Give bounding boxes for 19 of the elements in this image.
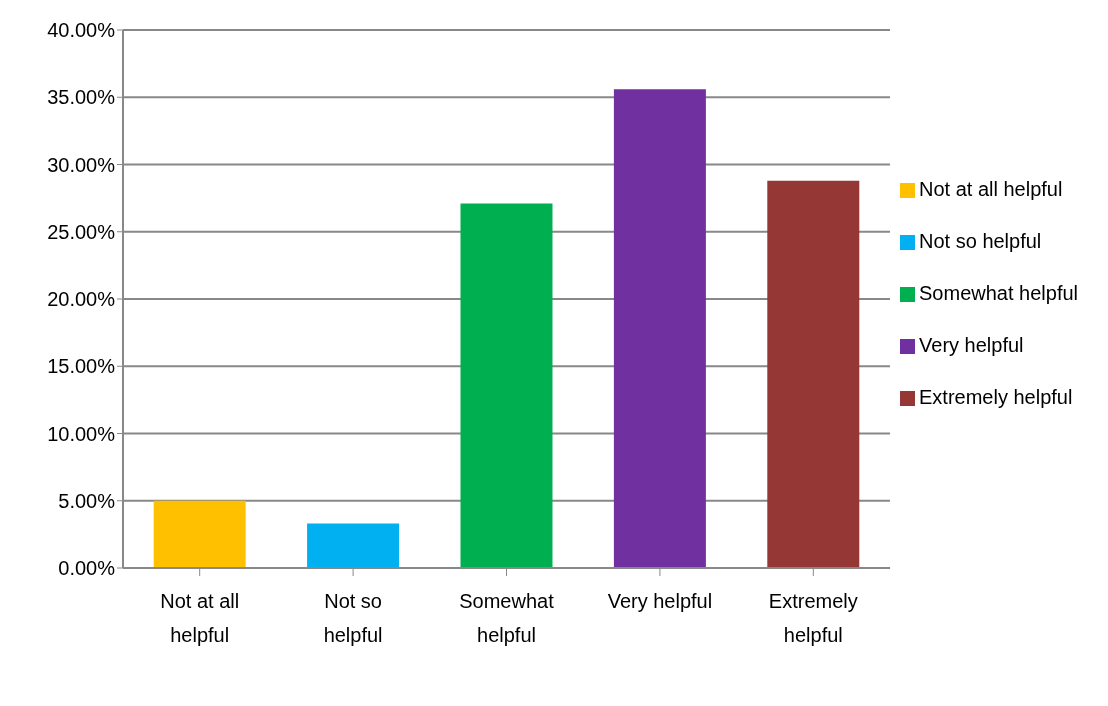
y-tick-label: 15.00%: [47, 355, 116, 378]
x-tick-label: Not at all helpful: [160, 590, 240, 646]
legend-label: Very helpful: [919, 334, 1024, 356]
y-tick-label: 5.00%: [58, 489, 116, 512]
y-tick-label: 10.00%: [47, 422, 116, 445]
x-tick-label: Somewhat helpful: [459, 590, 555, 646]
legend-label: Not at all helpful: [919, 178, 1063, 200]
x-tick-label: Not so helpful: [323, 590, 383, 646]
y-tick-label: 20.00%: [47, 288, 116, 311]
x-tick-label: Extremely helpful: [768, 590, 858, 646]
x-tick-label: Very helpful: [607, 590, 713, 612]
legend-label: Not so helpful: [919, 230, 1042, 252]
y-tick-label: 40.00%: [47, 19, 116, 42]
y-tick-label: 0.00%: [58, 557, 116, 580]
y-tick-label: 25.00%: [47, 220, 116, 243]
legend-label: Somewhat helpful: [919, 282, 1078, 304]
legend-label: Extremely helpful: [919, 386, 1073, 408]
y-tick-label: 30.00%: [47, 153, 116, 176]
y-tick-label: 35.00%: [47, 86, 116, 109]
